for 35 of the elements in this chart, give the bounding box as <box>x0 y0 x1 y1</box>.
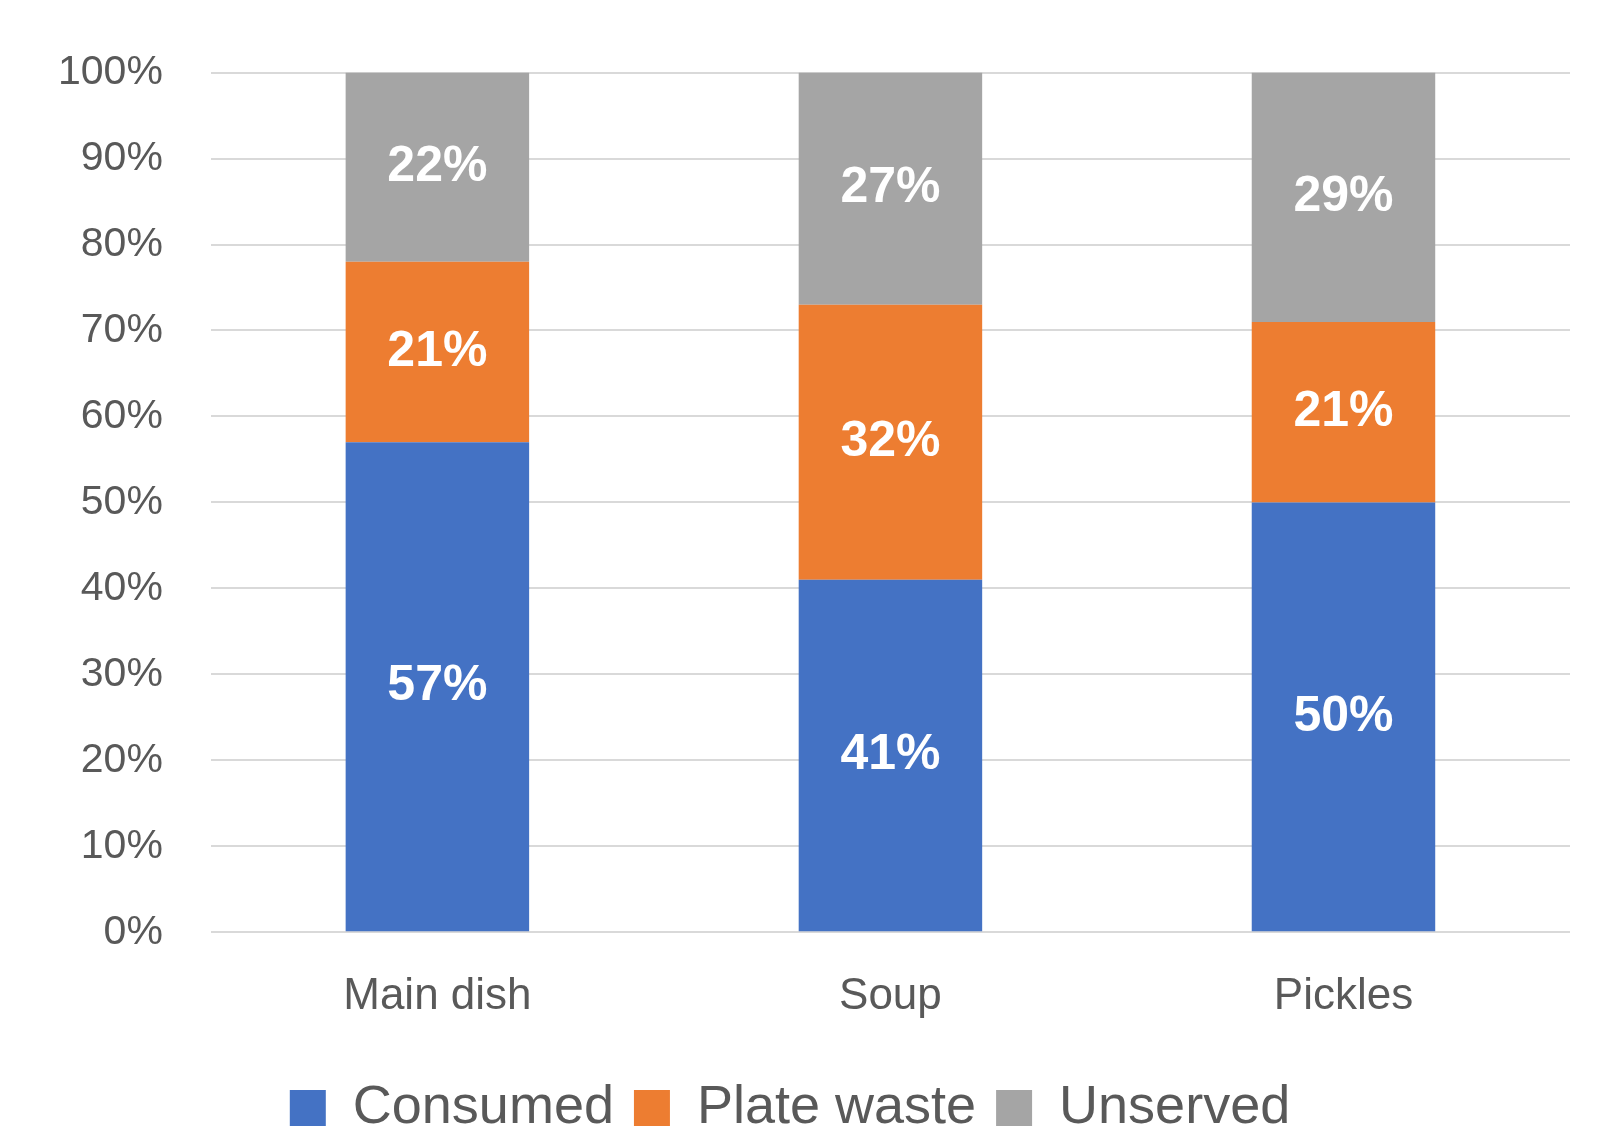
y-tick-label: 20% <box>80 734 163 781</box>
x-tick-label: Soup <box>839 968 942 1018</box>
y-tick-label: 10% <box>80 820 163 867</box>
legend-label: Unserved <box>1059 1073 1291 1134</box>
data-label: 57% <box>387 655 488 712</box>
bar <box>345 261 530 443</box>
bar <box>798 72 983 305</box>
y-tick-label: 80% <box>80 218 163 265</box>
x-tick-label: Main dish <box>343 968 532 1018</box>
data-label: 41% <box>840 724 941 781</box>
data-label: 29% <box>1293 166 1394 223</box>
bar <box>1251 72 1436 322</box>
bar <box>798 304 983 580</box>
y-tick-label: 70% <box>80 304 163 351</box>
bar <box>345 72 530 262</box>
bar <box>345 442 530 932</box>
y-tick-label: 30% <box>80 648 163 695</box>
x-tick-label: Pickles <box>1273 968 1414 1018</box>
data-label: 21% <box>1293 380 1394 437</box>
y-tick-label: 90% <box>80 132 163 179</box>
y-tick-label: 100% <box>57 46 163 93</box>
data-label: 27% <box>840 157 941 214</box>
bar <box>1251 321 1436 503</box>
y-tick-label: 0% <box>103 906 163 953</box>
data-label: 22% <box>387 135 488 192</box>
data-label: 50% <box>1293 685 1394 742</box>
y-tick-label: 50% <box>80 476 163 523</box>
data-label: 32% <box>840 411 941 468</box>
legend-label: Consumed <box>352 1073 614 1134</box>
data-label: 21% <box>387 320 488 377</box>
legend-label: Plate waste <box>696 1073 977 1134</box>
y-tick-label: 60% <box>80 390 163 437</box>
y-tick-label: 40% <box>80 562 163 609</box>
bar <box>1251 502 1436 932</box>
bar <box>798 579 983 932</box>
